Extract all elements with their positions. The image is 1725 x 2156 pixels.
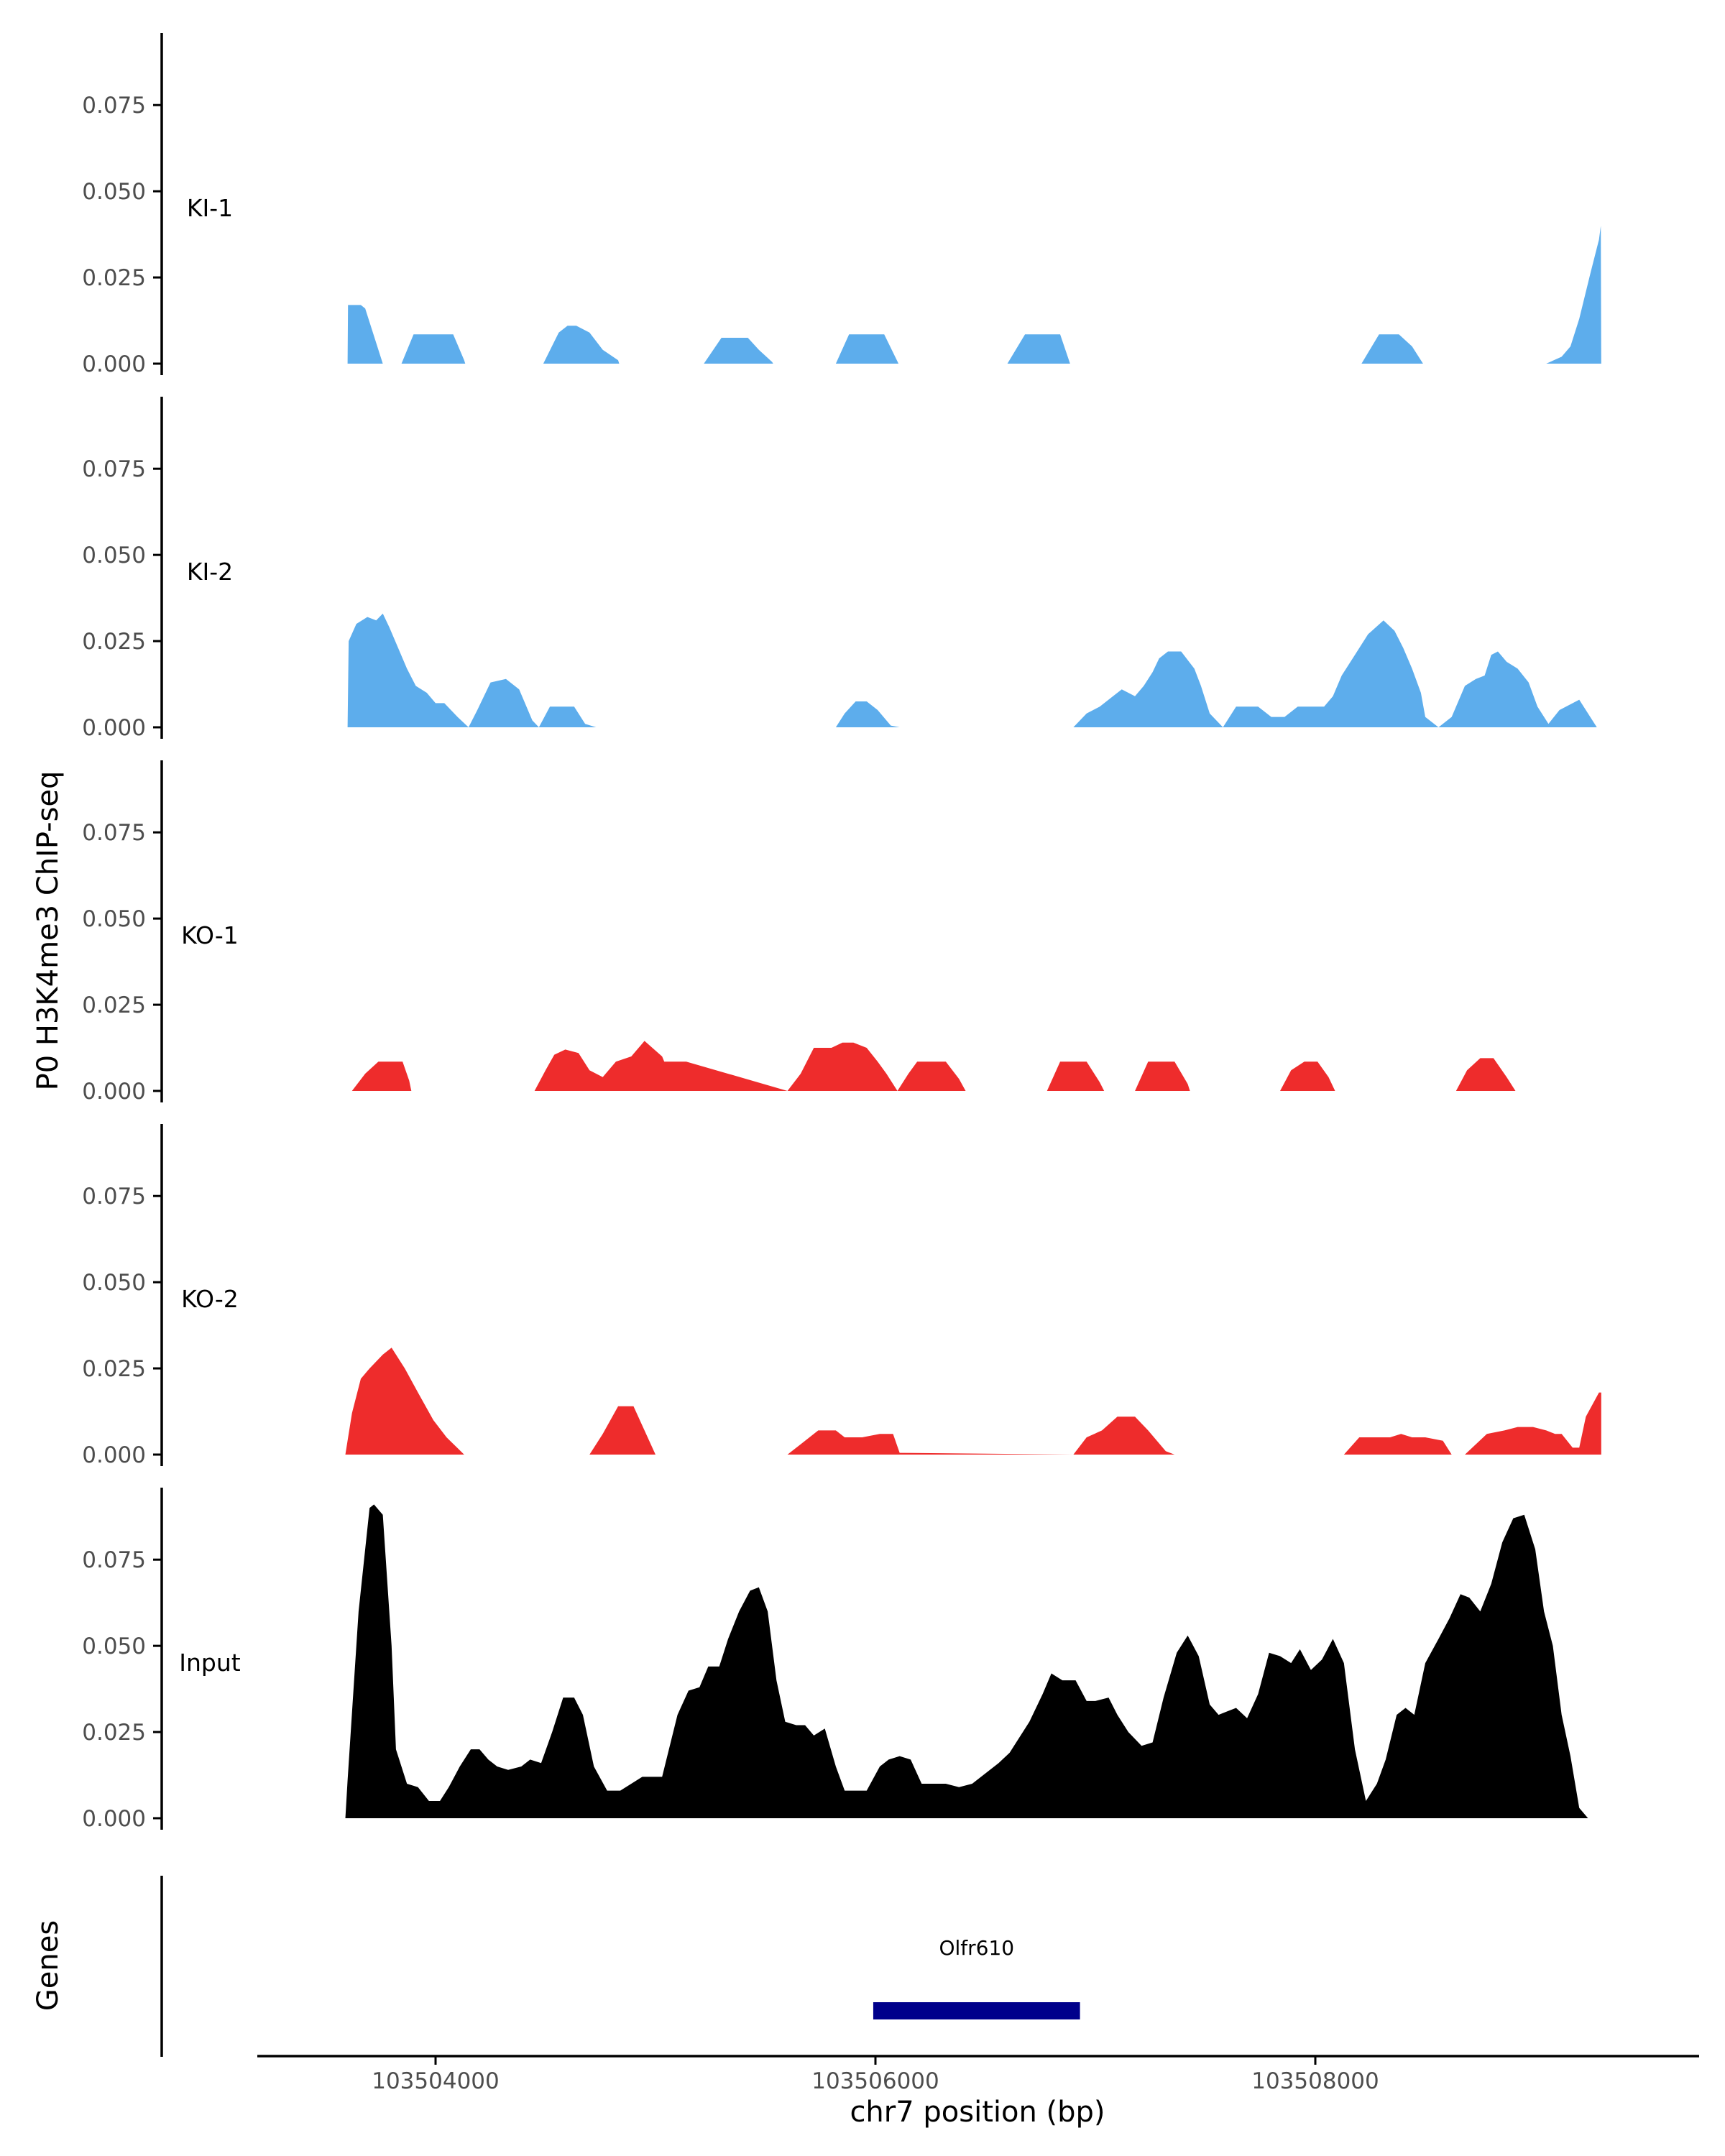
track-label: KI-1 [187,194,233,222]
y-tick-label: 0.025 [82,992,146,1018]
y-tick-label: 0.000 [82,1079,146,1105]
y-tick-label: 0.050 [82,1634,146,1659]
y-tick-label: 0.075 [82,93,146,119]
x-tick-label: 103506000 [811,2068,939,2094]
track-label: KO-2 [181,1285,239,1313]
track-area-input [345,1504,1588,1818]
y-tick-label: 0.075 [82,456,146,482]
y-tick-label: 0.050 [82,1270,146,1296]
x-tick-label: 103508000 [1251,2068,1379,2094]
y-tick-label: 0.000 [82,1806,146,1832]
y-tick-label: 0.050 [82,906,146,932]
y-tick-label: 0.025 [82,629,146,655]
x-axis-title: chr7 position (bp) [850,2096,1105,2129]
gene-label: Olfr610 [939,1936,1014,1960]
y-tick-label: 0.075 [82,1184,146,1210]
track-input: 0.000 0.025 0.050 0.075 Input [82,1488,1588,1832]
track-ko-1: 0.000 0.025 0.050 0.075 KO-1 [82,760,1518,1105]
y-tick-label: 0.050 [82,179,146,205]
track-ki-1: 0.000 0.025 0.050 0.075 KI-1 [82,33,1601,377]
y-tick-label: 0.000 [82,1442,146,1468]
genes-panel: Olfr610 [160,1876,1080,2057]
x-axis: 103504000 103506000 103508000 [257,2055,1699,2094]
y-tick-label: 0.075 [82,1547,146,1573]
track-ki-2: 0.000 0.025 0.050 0.075 KI-2 [82,397,1597,741]
y-tick-label: 0.000 [82,351,146,377]
track-label: KI-2 [187,558,233,586]
y-axis-title: P0 H3K4me3 ChIP-seq [32,771,65,1091]
gene-bar [873,2002,1080,2019]
track-ko-2: 0.000 0.025 0.050 0.075 KO-2 [82,1124,1601,1468]
y-tick-label: 0.025 [82,1720,146,1746]
y-tick-label: 0.075 [82,820,146,846]
track-area-ko-1 [351,1041,1518,1091]
y-tick-label: 0.025 [82,1356,146,1382]
y-tick-label: 0.050 [82,543,146,568]
genes-axis-title: Genes [32,1920,65,2011]
y-tick-label: 0.025 [82,265,146,291]
tracks-group: 0.0000.0250.0500.075KI-10.0000.0250.0500… [82,33,1601,1832]
x-tick-label: 103504000 [372,2068,500,2094]
y-tick-label: 0.000 [82,715,146,741]
track-label: KO-1 [181,921,239,949]
track-area-ki-2 [347,613,1597,727]
track-label: Input [179,1649,241,1677]
